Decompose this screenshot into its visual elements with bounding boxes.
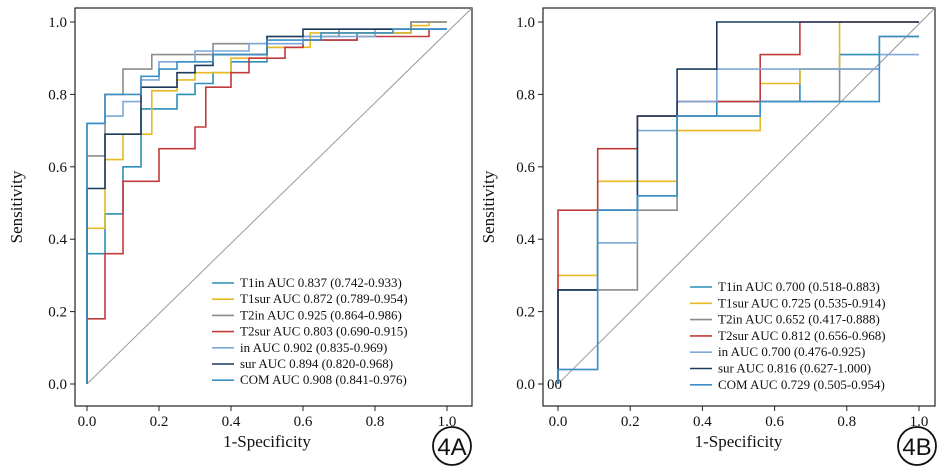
reference-diagonal — [86, 7, 473, 385]
roc-panel-4a: 0.0 0.2 0.4 0.6 0.8 1.0 0.0 0.2 0.4 0.6 0.8 1.0 1-Sp… — [7, 7, 473, 466]
panel-badge-label: 4A — [437, 434, 466, 461]
reference-diagonal — [557, 7, 936, 385]
legend-label-t2in: T2in AUC 0.652 (0.417-0.888) — [718, 312, 880, 327]
y-tick-label: 0.4 — [48, 232, 67, 248]
x-tick-label: 0.6 — [765, 414, 784, 430]
roc-curve-com — [557, 35, 919, 384]
x-tick-label: 0.6 — [294, 414, 313, 430]
panel-badge-ring — [432, 426, 472, 466]
x-tick-label: 0.8 — [837, 414, 856, 430]
x-tick-label: 1.0 — [438, 414, 457, 430]
y-tick-label: 0.0 — [48, 377, 67, 393]
legend-label-in: in AUC 0.700 (0.476-0.925) — [718, 344, 865, 359]
y-tick-label: 0.4 — [516, 232, 535, 248]
x-axis-label: 1-Specificity — [223, 432, 311, 451]
roc-panel-4b: 0.0 0.2 0.4 0.6 0.8 1.0 0.0 0.2 0.4 0.6 0.8 1.0 00 1-… — [479, 7, 937, 466]
legend-label-in: in AUC 0.902 (0.835-0.969) — [240, 340, 387, 355]
legend-label-t2in: T2in AUC 0.925 (0.864-0.986) — [240, 307, 402, 322]
y-axis-label: Sensitivity — [479, 170, 498, 243]
y-tick-label: 0.0 — [516, 377, 535, 393]
x-tick-label: 0.0 — [549, 414, 568, 430]
x-tick-label: 0.2 — [621, 414, 640, 430]
x-axis-label: 1-Specificity — [695, 432, 783, 451]
legend-label-t1in: T1in AUC 0.837 (0.742-0.933) — [240, 275, 402, 290]
plot-frame — [74, 7, 473, 407]
y-tick-label: 1.0 — [516, 15, 535, 31]
plot-frame — [542, 7, 936, 407]
roc-curve-sur — [86, 28, 447, 384]
legend-label-com: COM AUC 0.729 (0.505-0.954) — [718, 377, 885, 392]
legend-label-sur: sur AUC 0.894 (0.820-0.968) — [240, 356, 393, 371]
x-tick-label: 0.0 — [78, 414, 97, 430]
y-tick-label: 0.6 — [516, 160, 535, 176]
roc-curve-com — [86, 28, 447, 384]
x-tick-label: 1.0 — [910, 414, 929, 430]
y-tick-label: 0.8 — [48, 87, 67, 103]
legend-label-t1sur: T1sur AUC 0.872 (0.789-0.954) — [240, 291, 408, 306]
y-tick-label: 0.2 — [48, 305, 67, 321]
legend-label-t2sur: T2sur AUC 0.812 (0.656-0.968) — [718, 328, 886, 343]
x-tick-label: 0.4 — [222, 414, 241, 430]
x-tick-label: 0.4 — [693, 414, 712, 430]
legend-label-t2sur: T2sur AUC 0.803 (0.690-0.915) — [240, 324, 408, 339]
legend-label-sur: sur AUC 0.816 (0.627-1.000) — [718, 361, 871, 376]
x-tick-label: 0.2 — [150, 414, 169, 430]
x-tick-label: 0.8 — [366, 414, 385, 430]
y-tick-label: 0.6 — [48, 160, 67, 176]
panel-badge-label: 4B — [902, 434, 931, 461]
y-tick-label: 0.2 — [516, 305, 535, 321]
roc-curve-t2sur — [86, 28, 447, 384]
y-axis-label: Sensitivity — [7, 170, 26, 243]
legend-label-com: COM AUC 0.908 (0.841-0.976) — [240, 372, 407, 387]
panel-badge-ring — [897, 426, 937, 466]
y-tick-overlap-label: 00 — [547, 377, 562, 393]
roc-curve-sur — [557, 21, 919, 384]
y-tick-label: 0.8 — [516, 87, 535, 103]
legend-label-t1in: T1in AUC 0.700 (0.518-0.883) — [718, 279, 880, 294]
y-tick-label: 1.0 — [48, 15, 67, 31]
legend-label-t1sur: T1sur AUC 0.725 (0.535-0.914) — [718, 295, 886, 310]
